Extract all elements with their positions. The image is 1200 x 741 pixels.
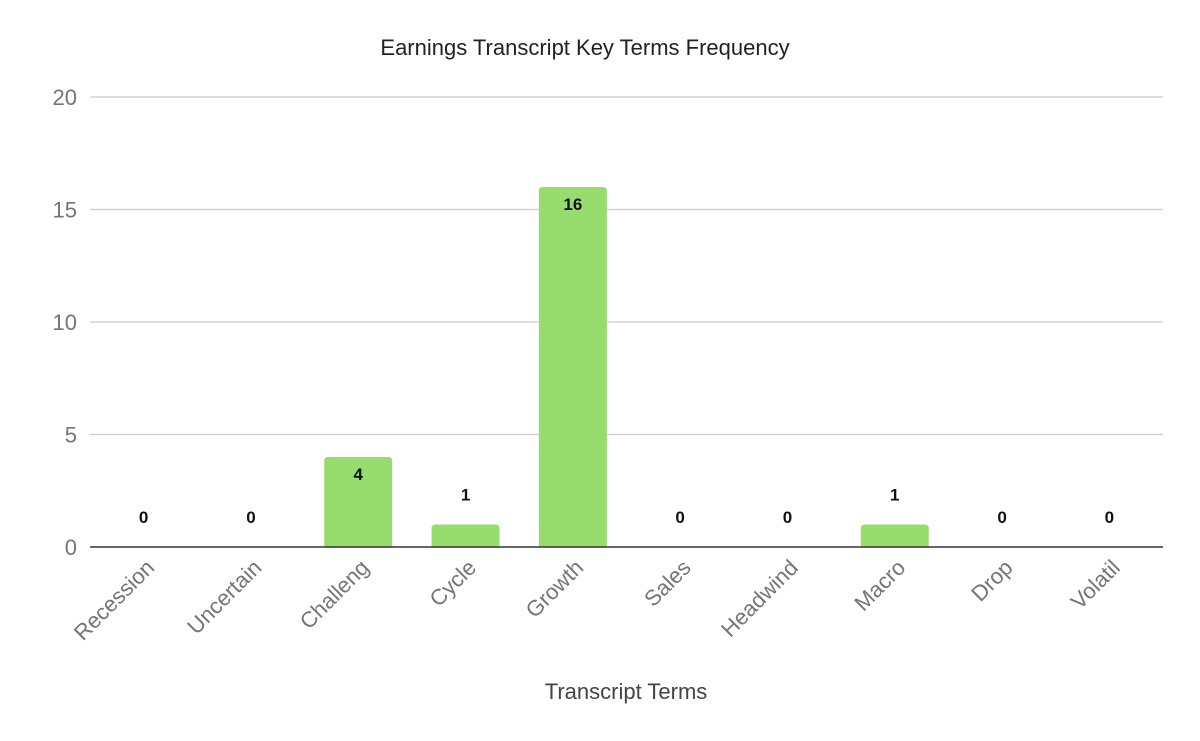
bar-macro bbox=[860, 524, 929, 547]
x-tick-label: Recession bbox=[69, 555, 159, 645]
data-label: 0 bbox=[246, 508, 255, 527]
y-tick-label: 10 bbox=[53, 310, 77, 335]
x-tick-label: Cycle bbox=[425, 555, 482, 612]
data-label: 0 bbox=[675, 508, 684, 527]
gridlines bbox=[90, 96, 1163, 436]
x-tick-label: Headwind bbox=[716, 555, 803, 642]
data-label: 0 bbox=[1105, 508, 1114, 527]
data-label: 0 bbox=[783, 508, 792, 527]
x-tick-label: Sales bbox=[639, 555, 696, 612]
x-tick-label: Drop bbox=[966, 555, 1017, 606]
x-tick-label: Macro bbox=[849, 555, 910, 616]
bar-cycle bbox=[431, 524, 500, 547]
bar-challeng bbox=[324, 457, 393, 547]
x-axis-title: Transcript Terms bbox=[545, 679, 708, 704]
x-tick-label: Challeng bbox=[295, 555, 374, 634]
y-tick-label: 5 bbox=[65, 423, 77, 448]
data-label: 16 bbox=[563, 195, 582, 214]
y-tick-label: 20 bbox=[53, 85, 77, 110]
y-tick-label: 15 bbox=[53, 198, 77, 223]
bars bbox=[324, 187, 929, 547]
data-label: 0 bbox=[139, 508, 148, 527]
y-tick-label: 0 bbox=[65, 535, 77, 560]
data-label: 4 bbox=[354, 465, 364, 484]
data-label: 1 bbox=[890, 486, 899, 505]
x-axis: Recession Uncertain Challeng Cycle Growth Sal… bbox=[69, 555, 1125, 645]
y-axis: 0 5 10 15 20 bbox=[53, 85, 77, 560]
chart-title: Earnings Transcript Key Terms Frequency bbox=[380, 35, 789, 60]
data-labels: 0 0 4 1 16 0 0 1 0 0 bbox=[139, 195, 1114, 527]
data-label: 1 bbox=[461, 486, 470, 505]
x-tick-label: Growth bbox=[521, 555, 589, 623]
data-label: 0 bbox=[997, 508, 1006, 527]
x-tick-label: Uncertain bbox=[182, 555, 266, 639]
bar-growth bbox=[538, 187, 607, 547]
x-tick-label: Volatil bbox=[1066, 555, 1125, 614]
